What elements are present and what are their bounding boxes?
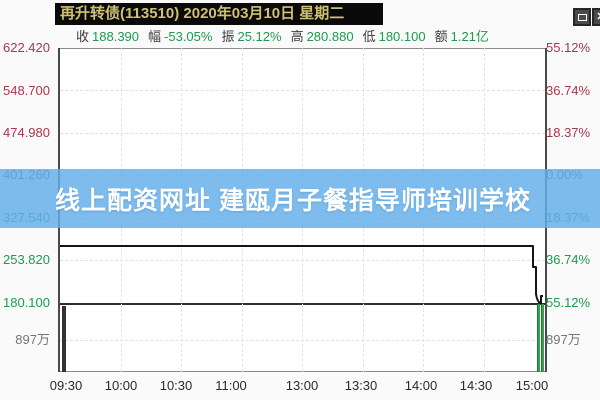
- watermark-banner: 线上配资网址 建瓯月子餐指导师培训学校: [0, 169, 600, 228]
- close-icon: ✕: [596, 10, 600, 24]
- watermark-text: 线上配资网址 建瓯月子餐指导师培训学校: [55, 186, 531, 215]
- pct-tick-up18: 18.37%: [546, 125, 591, 140]
- price-line-chart: [60, 245, 543, 304]
- window-title: 再升转债(113510) 2020年03月10日 星期二: [55, 3, 383, 25]
- price-line-path: [60, 245, 543, 304]
- price-tick-622: 622.420: [3, 40, 50, 55]
- restore-window-button[interactable]: [573, 8, 591, 26]
- volume-scale-left: 897万: [15, 332, 50, 347]
- time-tick-1400: 14:00: [404, 378, 438, 393]
- volume-scale-right: 897万: [546, 332, 581, 347]
- time-tick-1330: 13:30: [344, 378, 378, 393]
- price-tick-474: 474.980: [3, 125, 50, 140]
- day-summary-row: 收 188.390 幅 -53.05% 振 25.12% 高 280.880 低 180.…: [76, 28, 489, 45]
- pct-tick-up55: 55.12%: [546, 40, 591, 55]
- restore-icon: [577, 13, 587, 21]
- time-tick-1430: 14:30: [459, 378, 493, 393]
- time-tick-0930: 09:30: [49, 378, 83, 393]
- time-tick-1100: 11:00: [215, 378, 247, 393]
- time-tick-1000: 10:00: [104, 378, 138, 393]
- time-tick-1030: 10:30: [159, 378, 193, 393]
- volume-bar-open: [62, 306, 66, 372]
- stat-high: 高 280.880: [290, 29, 354, 44]
- price-tick-253: 253.820: [3, 252, 50, 267]
- stat-amplitude: 振 25.12%: [221, 29, 282, 44]
- time-tick-1500: 15:00: [515, 378, 549, 393]
- stat-change: 幅 -53.05%: [148, 29, 213, 44]
- pct-tick-dn55: 55.12%: [546, 295, 591, 310]
- volume-bar-close-2: [541, 304, 544, 372]
- time-tick-1300: 13:00: [285, 378, 319, 393]
- pct-tick-dn36: 36.74%: [546, 252, 591, 267]
- close-window-button[interactable]: ✕: [592, 8, 600, 26]
- stat-turnover: 额 1.21亿: [434, 29, 489, 44]
- stat-low: 低 180.100: [362, 29, 426, 44]
- pct-tick-up36: 36.74%: [546, 83, 591, 98]
- price-tick-548: 548.700: [3, 83, 50, 98]
- stat-close: 收 188.390: [76, 29, 140, 44]
- volume-bar-close-1: [537, 304, 540, 372]
- price-tick-180: 180.100: [3, 295, 50, 310]
